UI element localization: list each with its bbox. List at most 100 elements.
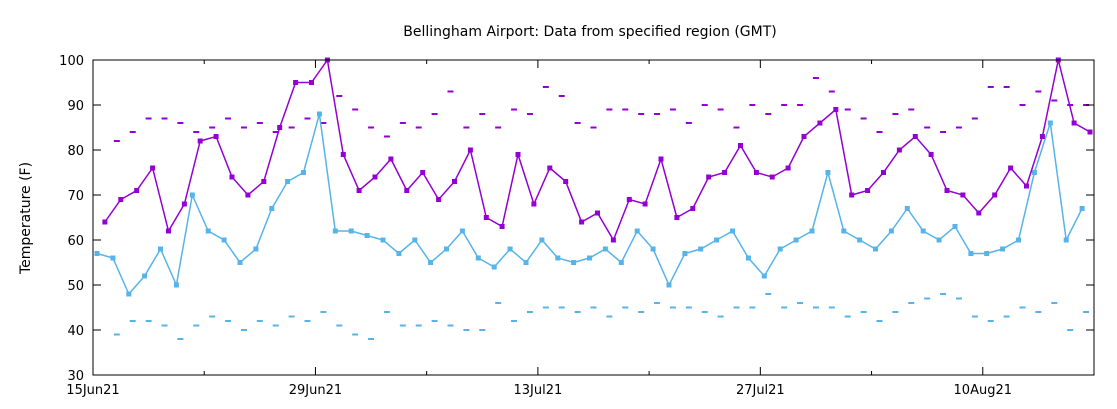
- low-temperature-point: [459, 228, 465, 234]
- high-temperature-point: [229, 174, 235, 180]
- y-tick-label: 30: [67, 369, 84, 384]
- high-temperature-point: [658, 156, 664, 162]
- low-temperature-point: [396, 251, 402, 256]
- high-temperature-point: [309, 80, 314, 85]
- high-temperature-point: [881, 170, 886, 175]
- high-temperature-point: [213, 134, 219, 139]
- low-temperature-point: [888, 228, 894, 234]
- high-temperature-point: [595, 210, 600, 216]
- x-tick-label: 13Jul21: [513, 383, 562, 398]
- high-temperature-point: [896, 147, 902, 153]
- low-temperature-point: [825, 170, 831, 175]
- low-temperature-point: [142, 273, 148, 279]
- y-tick-label: 100: [59, 54, 84, 69]
- high-temperature-point: [992, 192, 998, 198]
- low-temperature-point: [301, 170, 306, 175]
- low-temperature-point: [189, 192, 195, 198]
- high-temperature-point: [483, 215, 489, 220]
- high-temperature-point: [261, 179, 267, 184]
- x-tick-label: 29Jun21: [289, 383, 342, 398]
- low-temperature-point: [332, 228, 338, 234]
- high-temperature-point: [738, 143, 743, 148]
- low-temperature-point: [809, 228, 815, 234]
- low-temperature-point: [110, 255, 116, 261]
- high-temperature-point: [547, 165, 553, 171]
- high-temperature-point: [610, 237, 616, 243]
- y-tick-label: 70: [67, 189, 84, 204]
- low-temperature-point: [523, 260, 529, 265]
- high-temperature-point: [690, 206, 696, 211]
- y-tick-label: 60: [67, 234, 84, 249]
- high-temperature-point: [976, 210, 982, 216]
- low-temperature-point: [158, 246, 163, 252]
- low-temperature-point: [650, 246, 656, 252]
- low-temperature-point: [444, 246, 449, 252]
- high-temperature-point: [467, 147, 473, 153]
- x-tick-label: 15Jun21: [66, 383, 119, 398]
- high-temperature-point: [1087, 129, 1093, 135]
- low-temperature-point: [94, 251, 100, 256]
- high-temperature-point: [531, 201, 537, 207]
- low-temperature-point: [316, 111, 322, 117]
- low-temperature-point: [412, 237, 418, 243]
- y-tick-label: 50: [67, 279, 84, 294]
- low-temperature-point: [904, 206, 910, 211]
- low-temperature-point: [1047, 120, 1053, 126]
- high-temperature-point: [769, 174, 775, 180]
- high-temperature-point: [197, 138, 203, 144]
- low-temperature-point: [237, 260, 243, 265]
- high-temperature-point: [785, 165, 791, 171]
- high-temperature-point: [960, 192, 966, 198]
- low-temperature-point: [698, 246, 704, 252]
- y-tick-label: 80: [67, 144, 84, 159]
- high-temperature-point: [674, 215, 680, 220]
- low-temperature-point: [555, 255, 561, 261]
- low-temperature-point: [968, 251, 974, 256]
- low-temperature-point: [348, 228, 354, 234]
- high-temperature-point: [1024, 183, 1029, 189]
- low-temperature-point: [1000, 246, 1006, 252]
- high-temperature-point: [833, 107, 839, 112]
- plot-area: [94, 57, 1093, 340]
- x-tick-label: 10Aug21: [954, 383, 1012, 398]
- low-temperature-point: [1079, 206, 1085, 211]
- high-temperature-point: [1008, 165, 1014, 171]
- high-temperature-point: [340, 152, 346, 157]
- low-temperature-point: [205, 228, 211, 234]
- low-temperature-point: [1031, 170, 1037, 175]
- high-temperature-point: [706, 174, 712, 180]
- high-temperature-point: [102, 219, 108, 225]
- low-temperature-point: [1063, 237, 1069, 243]
- low-temperature-point: [936, 237, 942, 243]
- high-temperature-point: [642, 201, 648, 207]
- high-temperature-point: [420, 170, 426, 175]
- low-temperature-point: [857, 237, 863, 243]
- low-temperature-point: [745, 255, 751, 261]
- low-temperature-point: [364, 233, 370, 238]
- low-temperature-point: [428, 260, 434, 265]
- high-temperature-point: [372, 174, 378, 180]
- high-temperature-point: [166, 228, 171, 234]
- plot-frame: [92, 59, 1095, 376]
- low-temperature-point: [984, 251, 990, 256]
- low-temperature-point: [952, 224, 958, 229]
- low-temperature-point: [571, 260, 577, 265]
- high-temperature-point: [801, 134, 807, 139]
- low-temperature-point: [761, 273, 767, 279]
- low-temperature-point: [173, 282, 179, 288]
- low-temperature-point: [602, 246, 608, 252]
- low-temperature-point: [475, 255, 481, 261]
- high-temperature-point: [404, 188, 410, 193]
- low-temperature-point: [221, 237, 227, 243]
- low-temperature-point: [507, 246, 513, 252]
- high-temperature-point: [579, 219, 585, 225]
- low-temperature-point: [126, 291, 132, 297]
- low-temperature-point: [491, 264, 497, 270]
- high-temperature-point: [515, 152, 521, 157]
- low-temperature-point: [841, 228, 847, 234]
- y-tick-label: 90: [67, 99, 84, 114]
- low-temperature-point: [539, 237, 545, 243]
- low-temperature-line: [96, 113, 1083, 296]
- low-temperature-point: [285, 179, 291, 184]
